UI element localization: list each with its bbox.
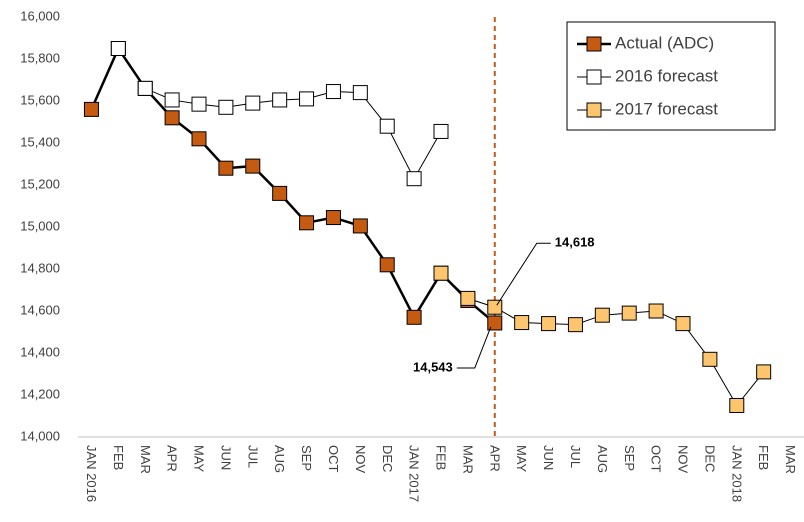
x-tick-label: JUL [245,445,260,468]
legend-label: 2016 forecast [615,66,718,85]
legend-marker [586,69,602,85]
y-tick-label: 16,000 [20,8,60,23]
x-tick-label: OCT [326,445,341,473]
legend-marker [586,102,602,118]
data-marker [352,218,368,234]
data-marker [406,309,422,325]
x-tick-label: FEB [111,445,126,470]
y-tick-label: 14,000 [20,428,60,443]
value-label: 14,618 [555,235,595,250]
x-tick-label: JUL [568,445,583,468]
leader-line [456,326,492,369]
data-marker [83,101,99,117]
x-tick-label: JAN 2016 [84,445,99,502]
x-tick-label: MAY [514,445,529,473]
data-marker [352,85,368,101]
series-line [90,45,496,324]
x-tick-label: MAY [192,445,207,473]
data-marker [218,99,234,115]
x-tick-label: JUN [218,445,233,470]
y-tick-label: 15,400 [20,134,60,149]
x-tick-label: MAR [460,445,475,474]
data-marker [272,185,288,201]
data-marker [245,158,261,174]
data-marker [325,84,341,100]
data-marker [460,290,476,306]
x-tick-label: FEB [756,445,771,470]
data-marker [487,299,503,315]
y-tick-label: 14,800 [20,260,60,275]
y-tick-label: 15,200 [20,176,60,191]
legend-label: Actual (ADC) [615,33,714,52]
x-tick-label: SEP [622,445,637,471]
x-tick-label: FEB [434,445,449,470]
legend-box [566,21,776,131]
x-tick-label: SEP [299,445,314,471]
data-marker [110,41,126,56]
value-label: 14,543 [413,359,453,374]
x-tick-label: NOV [353,445,368,474]
y-tick-label: 14,200 [20,386,60,401]
leader-line [496,242,551,306]
data-marker [325,210,341,226]
x-tick-label: OCT [649,445,664,473]
y-tick-label: 15,600 [20,92,60,107]
data-marker [648,303,664,319]
x-tick-label: DEC [702,445,717,472]
data-marker [433,123,449,139]
data-marker [137,80,153,96]
data-marker [406,171,422,187]
data-marker [379,118,395,134]
data-marker [487,315,503,331]
x-tick-label: JAN 2017 [407,445,422,502]
y-tick-label: 14,400 [20,344,60,359]
x-tick-label: MAR [783,445,798,474]
x-tick-label: DEC [380,445,395,472]
data-marker [299,215,315,231]
x-tick-label: APR [487,445,502,472]
x-tick-label: MAR [138,445,153,474]
data-marker [164,92,180,108]
x-tick-label: APR [165,445,180,472]
data-marker [218,160,234,176]
data-marker [675,316,691,332]
data-marker [621,305,637,321]
series-line [440,272,765,407]
data-marker [702,351,718,367]
data-marker [541,316,557,332]
data-marker [514,315,530,331]
data-marker [272,92,288,108]
y-tick-label: 15,000 [20,218,60,233]
data-marker [299,91,315,107]
x-tick-label: AUG [595,445,610,473]
legend-label: 2017 forecast [615,99,718,118]
data-marker [245,95,261,111]
data-marker [729,398,745,413]
x-tick-label: JUN [541,445,556,470]
data-marker [164,110,180,126]
data-marker [756,364,772,380]
x-tick-label: NOV [676,445,691,474]
x-tick-label: JAN 2018 [729,445,744,502]
data-marker [567,317,583,333]
data-marker [433,265,449,281]
y-tick-label: 14,600 [20,302,60,317]
data-marker [191,96,207,112]
data-marker [191,131,207,147]
data-marker [594,307,610,323]
data-marker [379,257,395,273]
y-tick-label: 15,800 [20,50,60,65]
legend-marker [586,36,602,52]
x-tick-label: AUG [272,445,287,473]
